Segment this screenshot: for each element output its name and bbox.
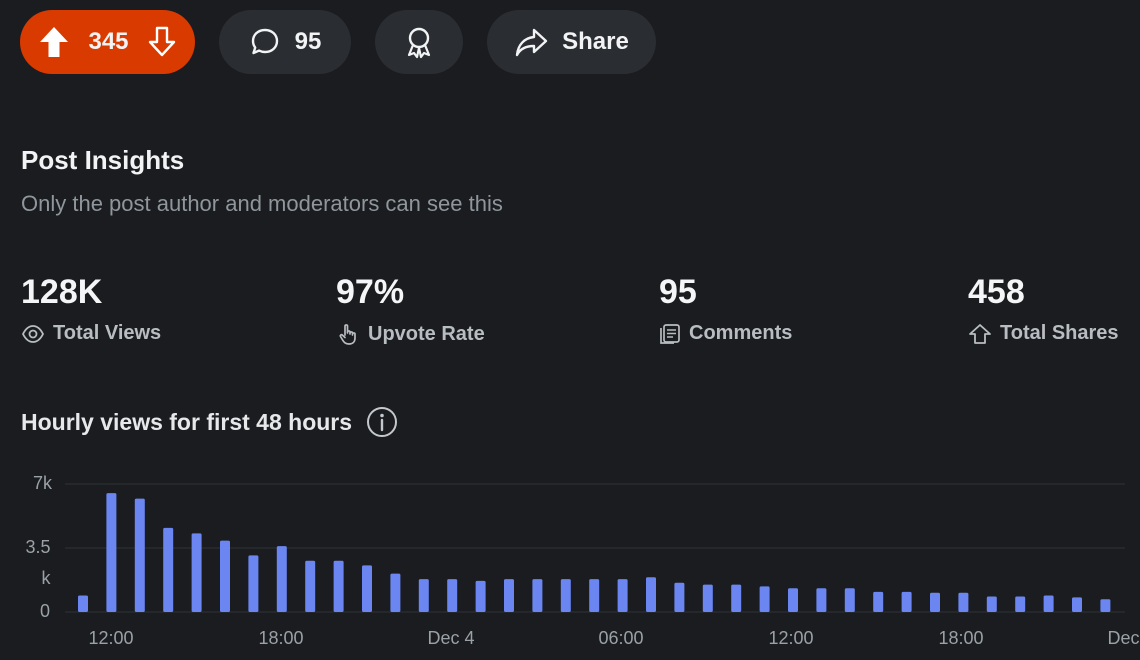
chart-bar[interactable] [986, 596, 997, 612]
chart-title-text: Hourly views for first 48 hours [21, 408, 353, 435]
chart-bar[interactable] [1100, 599, 1111, 612]
upvote-icon[interactable] [38, 25, 70, 59]
chart-bar[interactable] [532, 579, 543, 612]
x-tick-label: Dec 4 [427, 628, 474, 648]
chart-bar[interactable] [958, 592, 969, 612]
post-action-bar: 345 95 Share [20, 10, 656, 74]
chart-bar[interactable] [560, 579, 571, 612]
info-icon[interactable] [366, 406, 398, 438]
chart-bar[interactable] [134, 498, 145, 612]
chart-bar[interactable] [731, 584, 742, 612]
x-tick-label: Dec 5 [1107, 628, 1140, 648]
share-icon [514, 27, 548, 57]
chart-bar[interactable] [390, 573, 401, 612]
chart-bar[interactable] [930, 592, 940, 612]
chart-bar[interactable] [844, 588, 855, 612]
chart-bar[interactable] [220, 540, 230, 612]
y-tick-label: 3.5 k [25, 537, 51, 588]
x-tick-label: 18:00 [938, 628, 983, 648]
chart-bar[interactable] [1072, 597, 1082, 612]
comment-count: 95 [294, 28, 322, 55]
chart-bar[interactable] [873, 591, 884, 612]
chart-title: Hourly views for first 48 hours [21, 406, 398, 438]
stat-comments: 95 Comments [659, 272, 792, 345]
chart-bar[interactable] [759, 586, 770, 612]
chart-bar[interactable] [418, 579, 429, 612]
chart-bar[interactable] [674, 582, 685, 612]
share-button[interactable]: Share [487, 10, 656, 74]
downvote-icon[interactable] [147, 26, 177, 58]
stat-label: Upvote Rate [368, 322, 485, 345]
chart-bar[interactable] [362, 565, 372, 612]
chart-bar[interactable] [816, 588, 827, 612]
x-tick-label: 12:00 [768, 628, 813, 648]
award-button[interactable] [375, 10, 463, 74]
chart-bar[interactable] [1015, 596, 1026, 612]
chart-bar[interactable] [646, 577, 656, 612]
stat-upvote-rate: 97% Upvote Rate [336, 272, 485, 346]
insights-title: Post Insights [21, 145, 185, 175]
chart-bar[interactable] [447, 579, 458, 612]
chart-bar[interactable] [901, 591, 912, 612]
y-tick-label: 7k [33, 473, 53, 493]
chart-bar[interactable] [617, 579, 628, 612]
chart-bar[interactable] [163, 527, 174, 612]
chart-bar[interactable] [589, 579, 600, 612]
chart-bar[interactable] [106, 493, 117, 612]
chart-bar[interactable] [276, 546, 287, 612]
stat-label: Comments [689, 322, 793, 344]
hourly-views-chart: 7k 3.5 k 0 12:00 18:00 Dec 4 06:00 12:00 18:00 De… [25, 473, 1140, 648]
chart-bar[interactable] [475, 580, 486, 612]
chart-bar[interactable] [248, 555, 259, 612]
chart-bar[interactable] [191, 533, 202, 612]
stat-value: 128K [21, 273, 103, 311]
chart-bar[interactable] [788, 588, 798, 612]
hand-pointer-icon [336, 322, 360, 346]
x-tick-label: 12:00 [88, 628, 133, 648]
vote-control: 345 [20, 10, 195, 74]
stat-total-views: 128K Total Views [21, 272, 161, 345]
share-label: Share [562, 28, 629, 55]
chart-bar[interactable] [333, 560, 344, 612]
stat-label: Total Shares [1000, 322, 1119, 344]
y-tick-label: 0 [40, 601, 50, 621]
stat-value: 458 [968, 273, 1025, 311]
share-arrow-icon [968, 323, 992, 345]
chart-bar[interactable] [78, 595, 88, 612]
stat-value: 97% [336, 273, 405, 311]
upvote-count: 345 [88, 28, 129, 55]
comment-bubble-icon [249, 26, 281, 58]
award-icon [403, 25, 435, 59]
eye-icon [21, 323, 45, 345]
x-tick-label: 18:00 [258, 628, 303, 648]
stat-total-shares: 458 Total Shares [968, 272, 1119, 345]
stat-label: Total Views [53, 322, 162, 344]
chart-bar[interactable] [702, 584, 713, 612]
chart-bar[interactable] [1043, 595, 1054, 612]
comments-icon [659, 323, 681, 345]
stat-value: 95 [659, 273, 697, 311]
insights-subtitle: Only the post author and moderators can … [21, 191, 503, 216]
comments-button[interactable]: 95 [219, 10, 351, 74]
chart-bar[interactable] [504, 579, 514, 612]
x-tick-label: 06:00 [598, 628, 643, 648]
chart-bar[interactable] [305, 560, 316, 612]
